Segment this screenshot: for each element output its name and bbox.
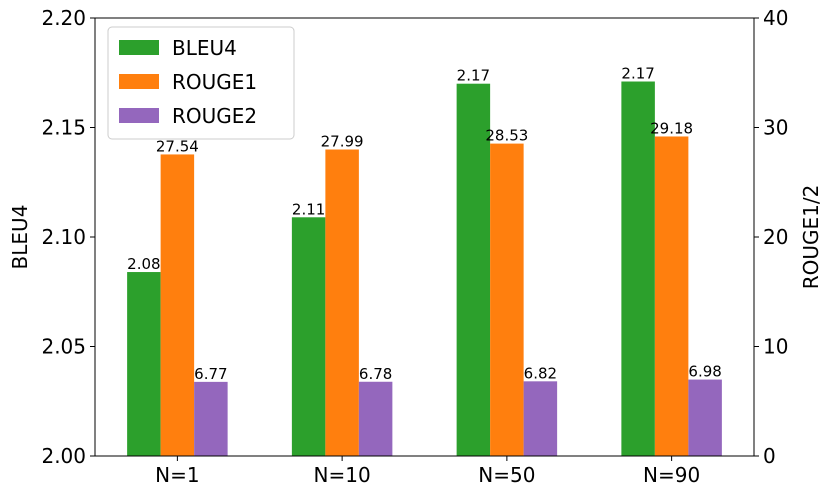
bar-rouge2-0 [194,381,228,456]
legend-swatch-bleu4 [119,40,159,55]
bars-layer [127,81,722,456]
right-axis-title: ROUGE1/2 [799,185,823,290]
bar-rouge1-3 [654,136,689,456]
left-tick-label: 2.15 [41,116,86,140]
data-label-rouge2-3: 6.98 [688,363,721,381]
legend-label-rouge2: ROUGE2 [172,104,257,128]
bar-bleu4-3 [621,81,655,456]
data-label-bleu4-0: 2.08 [127,255,160,273]
data-label-rouge2-2: 6.82 [524,364,557,382]
right-tick-label: 30 [763,116,788,140]
left-tick-label: 2.20 [41,6,86,30]
bar-rouge2-3 [688,379,722,456]
bar-bleu4-1 [291,217,326,456]
right-tick-label: 10 [763,335,788,359]
legend: BLEU4 ROUGE1 ROUGE2 [107,26,295,140]
x-tick-label: N=10 [314,463,371,487]
left-tick-label: 2.00 [41,444,86,468]
bar-bleu4-0 [127,272,161,456]
right-tick-label: 0 [763,444,776,468]
legend-swatch-rouge2 [119,108,159,123]
legend-label-bleu4: BLEU4 [172,36,237,60]
axes-layer: 2.00 2.05 2.10 2.15 2.20 0 10 20 30 40 N=1 N=10 N=50… [8,6,823,487]
left-tick-label: 2.10 [41,225,86,249]
data-label-rouge2-0: 6.77 [194,365,227,383]
bar-rouge2-2 [523,381,558,456]
x-tick-label: N=50 [478,463,535,487]
data-label-rouge2-1: 6.78 [359,365,392,383]
data-label-rouge1-2: 28.53 [485,127,528,145]
bar-rouge2-1 [358,381,393,456]
bar-rouge1-0 [160,154,195,456]
data-label-bleu4-3: 2.17 [621,65,654,83]
bar-rouge1-2 [490,143,524,456]
data-label-bleu4-1: 2.11 [292,200,325,218]
bar-bleu4-2 [456,83,491,456]
legend-label-rouge1: ROUGE1 [172,70,257,94]
data-label-rouge1-1: 27.99 [321,133,364,151]
left-axis-title: BLEU4 [8,205,32,270]
x-tick-label: N=90 [643,463,700,487]
data-label-rouge1-3: 29.18 [650,119,693,137]
data-label-rouge1-0: 27.54 [156,137,199,155]
right-tick-label: 20 [763,225,788,249]
bar-rouge1-1 [325,149,359,456]
x-tick-label: N=1 [155,463,199,487]
right-tick-label: 40 [763,6,788,30]
legend-swatch-rouge1 [119,74,159,89]
data-labels-layer: 2.08 27.54 6.77 2.11 27.99 6.78 2.17 28.53 6.82 2… [127,65,722,383]
data-label-bleu4-2: 2.17 [457,67,490,85]
left-tick-label: 2.05 [41,335,86,359]
